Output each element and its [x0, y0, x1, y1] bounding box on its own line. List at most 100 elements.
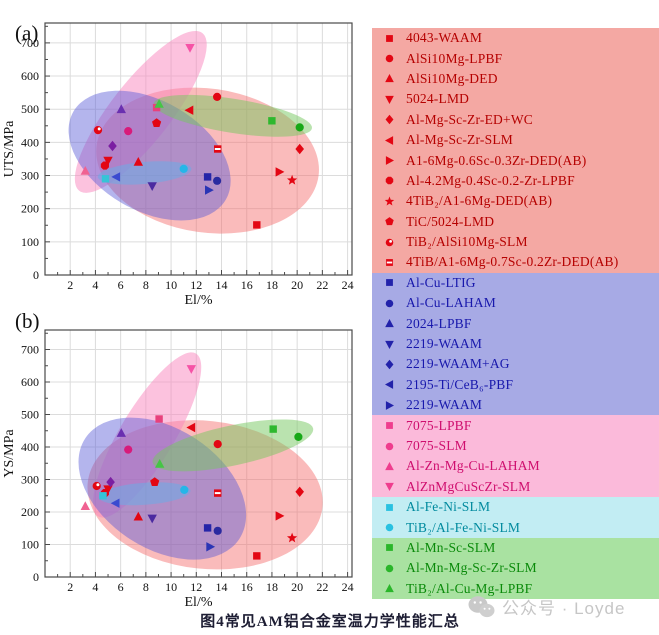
legend-group-red: 4043-WAAM AlSi10Mg-LPBF AlSi10Mg-DED 5024-L… [372, 28, 659, 273]
legend-label: Al-Mg-Sc-Zr-ED+WC [406, 111, 533, 127]
legend-marker-triangle-down-icon [385, 483, 394, 492]
svg-text:8: 8 [143, 580, 149, 594]
svg-text:18: 18 [266, 278, 278, 292]
svg-text:400: 400 [21, 440, 39, 454]
legend-item-2: AlSi10Mg-DED [372, 69, 659, 89]
legend-label: TiB₂/Al-Cu-Mg-LPBF [406, 580, 533, 596]
svg-text:8: 8 [143, 278, 149, 292]
svg-text:18: 18 [266, 580, 278, 594]
legend-marker-circle-icon [385, 442, 394, 450]
svg-text:700: 700 [21, 36, 39, 50]
data-point [111, 172, 121, 182]
legend-label: 2219-WAAM [406, 336, 483, 352]
legend-label: Al-Cu-LTIG [406, 274, 476, 290]
legend-marker-circle-icon [385, 523, 394, 532]
legend-item-23: Al-Fe-Ni-SLM [372, 497, 659, 517]
legend-item-16: 2219-WAAM+AG [372, 354, 659, 374]
legend-item-6: A1-6Mg-0.6Sc-0.3Zr-DED(AB) [372, 150, 659, 170]
legend-item-18: 2219-WAAM [372, 395, 659, 415]
data-point [101, 175, 110, 183]
legend-marker-circle-dot-icon [385, 238, 394, 246]
legend-marker-square-icon [386, 544, 393, 552]
legend-marker-square-icon [386, 34, 393, 42]
data-point [108, 140, 117, 152]
svg-text:UTS/MPa: UTS/MPa [2, 120, 17, 178]
data-point [116, 428, 126, 437]
svg-text:22: 22 [316, 580, 328, 594]
legend-marker-triangle-down-icon [385, 95, 394, 104]
data-point [93, 126, 103, 135]
svg-text:(b): (b) [15, 309, 40, 333]
svg-text:14: 14 [216, 278, 228, 292]
svg-text:4: 4 [92, 580, 98, 594]
svg-text:14: 14 [216, 580, 228, 594]
data-point [214, 145, 222, 153]
legend-marker-square-icon [386, 279, 393, 287]
legend: 4043-WAAM AlSi10Mg-LPBF AlSi10Mg-DED 5024-L… [372, 28, 659, 599]
svg-text:100: 100 [21, 235, 39, 249]
scatter-plot-ys: 2 4 6 8 10 12 14 16 18 20 22 24 0 100 200 300 400 500 600 7… [0, 306, 370, 635]
legend-marker-diamond-icon [385, 359, 394, 370]
legend-marker-hexagon-icon [385, 177, 394, 185]
legend-label: 7075-LPBF [406, 417, 472, 433]
scatter-plot-uts: 2 4 6 8 10 12 14 16 18 20 22 24 0 100 200 300 400 500 600 7… [0, 12, 370, 311]
svg-text:300: 300 [21, 473, 39, 487]
svg-text:16: 16 [241, 580, 253, 594]
legend-item-15: 2219-WAAM [372, 334, 659, 354]
legend-item-7: Al-4.2Mg-0.4Sc-0.2-Zr-LPBF [372, 171, 659, 191]
legend-marker-triangle-up-icon [385, 584, 394, 593]
data-point [206, 542, 216, 552]
svg-text:2: 2 [67, 580, 73, 594]
svg-text:2: 2 [67, 278, 73, 292]
legend-marker-triangle-down-icon [385, 340, 394, 349]
data-point [150, 477, 160, 486]
legend-marker-circle-icon [385, 299, 394, 308]
legend-group-cyan: Al-Fe-Ni-SLM TiB₂/Al-Fe-Ni-SLM [372, 496, 659, 538]
legend-label: 2195-Ti/CeB₆-PBF [406, 376, 514, 392]
legend-label: AlSi10Mg-DED [406, 70, 498, 86]
legend-label: 2219-WAAM [406, 397, 483, 413]
figure-caption: 图4常见AM铝合金室温力学性能汇总 [200, 614, 460, 630]
data-point [103, 485, 113, 495]
legend-marker-square-icon [386, 503, 393, 511]
legend-label: Al-Mn-Mg-Sc-Zr-SLM [406, 560, 537, 576]
svg-text:600: 600 [21, 69, 39, 83]
svg-text:6: 6 [118, 580, 124, 594]
legend-label: 2024-LPBF [406, 315, 472, 331]
svg-text:20: 20 [291, 580, 303, 594]
legend-label: 4043-WAAM [406, 30, 483, 46]
data-point [80, 501, 90, 510]
data-point [103, 156, 113, 166]
legend-item-14: 2024-LPBF [372, 313, 659, 333]
legend-group-blue: Al-Cu-LTIG Al-Cu-LAHAM 2024-LPBF 2219-WAAM 2… [372, 272, 659, 416]
data-point [186, 422, 196, 433]
data-point [80, 166, 90, 175]
data-point [213, 440, 222, 449]
data-point [180, 485, 189, 494]
data-point [213, 176, 222, 185]
svg-text:El/%: El/% [185, 293, 213, 306]
data-point [286, 532, 298, 543]
data-point [116, 104, 126, 114]
data-point [214, 489, 222, 497]
legend-marker-circle-icon [385, 564, 394, 573]
wechat-icon [468, 595, 495, 617]
legend-label: Al-Mg-Sc-Zr-SLM [406, 132, 513, 148]
svg-text:200: 200 [21, 202, 39, 216]
data-point [155, 459, 165, 468]
legend-item-25: Al-Mn-Sc-SLM [372, 538, 659, 558]
svg-text:500: 500 [21, 408, 39, 422]
legend-marker-pentagon-icon [385, 217, 394, 226]
data-point [155, 415, 163, 423]
data-point [99, 492, 107, 500]
legend-label: Al-Fe-Ni-SLM [406, 499, 491, 515]
svg-text:10: 10 [165, 580, 177, 594]
svg-text:200: 200 [21, 505, 39, 519]
svg-text:10: 10 [165, 278, 177, 292]
legend-marker-star-icon [384, 196, 395, 206]
svg-text:24: 24 [342, 580, 354, 594]
data-point [203, 173, 212, 181]
data-point [295, 486, 304, 497]
svg-text:24: 24 [342, 278, 354, 292]
data-point [133, 511, 143, 521]
